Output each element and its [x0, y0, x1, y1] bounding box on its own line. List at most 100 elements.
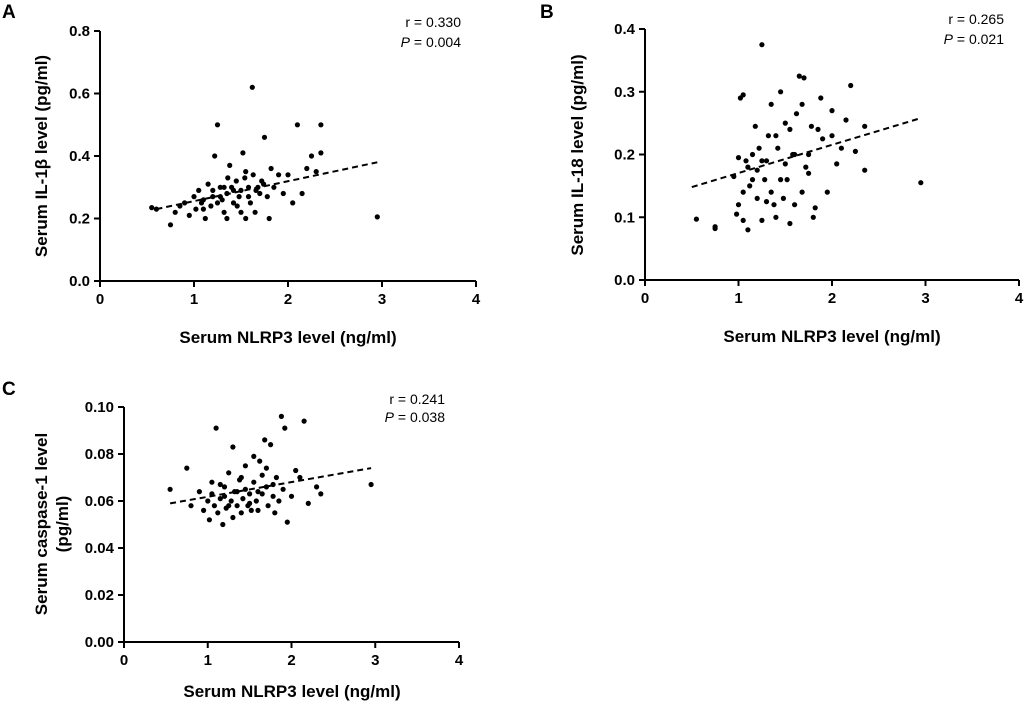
panel-a-point-55	[313, 169, 319, 175]
panel-c-x-tick-label-0: 0	[120, 652, 128, 669]
panel-b-point-38	[799, 189, 805, 195]
panel-a-y-tick-label-4: 0.8	[69, 23, 90, 40]
panel-b-point-33	[787, 220, 793, 227]
panel-a-point-7	[191, 194, 197, 200]
panel-c-point-51	[230, 444, 236, 450]
panel-a-point-40	[257, 190, 263, 197]
panel-a-point-51	[294, 122, 300, 128]
panel-a-point-12	[202, 215, 208, 222]
panel-a-point-16	[212, 153, 218, 159]
panel-a-point-11	[200, 197, 206, 203]
panel-c-y-label-line2: (pg/ml)	[53, 496, 72, 553]
panel-a-point-62	[245, 194, 252, 200]
panel-c-point-19	[234, 503, 240, 509]
panel-c-point-2	[188, 503, 194, 509]
panel-c-x-tick-label-1: 1	[204, 652, 212, 669]
panel-b-point-40	[803, 164, 809, 170]
panel-b-point-14	[749, 151, 756, 158]
panel-a-point-56	[318, 122, 324, 128]
panel-c-point-17	[230, 514, 236, 521]
panel-b-point-61	[778, 177, 784, 183]
panel-b-point-53	[843, 117, 849, 123]
panel-c-point-57	[247, 500, 253, 506]
panel-c-point-29	[255, 489, 261, 495]
panel-b-point-42	[808, 123, 815, 129]
panel-c-points	[167, 413, 374, 528]
panel-a-point-57	[318, 150, 324, 156]
panel-c-point-26	[248, 507, 254, 513]
panel-c-point-15	[226, 470, 232, 476]
panel-c-point-59	[226, 503, 232, 509]
panel-a-point-53	[304, 165, 310, 172]
panel-b-point-39	[801, 75, 807, 81]
panel-b-x-tick-label-0: 0	[641, 290, 649, 307]
panel-a-p-number: = 0.004	[410, 34, 461, 50]
panel-b-point-16	[754, 195, 760, 201]
panel-b-point-4	[734, 211, 740, 217]
panel-b-point-47	[820, 136, 826, 142]
panel-a-point-66	[200, 206, 206, 212]
panel-a-p-label: P	[401, 34, 411, 50]
panel-b-point-12	[745, 164, 751, 170]
panel-b-point-62	[792, 151, 798, 158]
panel-b-point-60	[763, 199, 770, 205]
panel-c-p-value: P = 0.038	[385, 409, 446, 425]
panel-a-point-45	[268, 165, 274, 172]
panel-b-point-68	[799, 101, 805, 107]
panel-c-point-23	[242, 463, 248, 469]
panel-b-point-18	[759, 42, 765, 48]
panel-a-point-0	[149, 205, 155, 211]
panel-c-point-39	[276, 498, 282, 504]
panel-b-point-48	[824, 189, 830, 195]
panel-b-point-67	[740, 189, 746, 195]
panel-b-r-value: r = 0.265	[948, 11, 1004, 27]
panel-b-point-54	[848, 82, 854, 89]
panel-b-p-value: P = 0.021	[944, 31, 1005, 47]
panel-a-trendline	[156, 161, 378, 211]
panel-c-point-32	[262, 437, 268, 443]
panel-a-point-23	[224, 215, 230, 222]
panel-a-point-14	[208, 203, 214, 209]
panel-b-point-31	[782, 120, 788, 126]
panel-b-point-50	[829, 108, 835, 114]
panel-b-y-tick-label-0: 0.0	[614, 272, 635, 289]
panel-a-point-33	[243, 215, 249, 222]
panel-c-y-tick-label-2: 0.04	[85, 540, 115, 557]
panel-b-point-57	[862, 167, 868, 173]
panel-b-point-6	[735, 155, 742, 161]
panel-c-point-0	[167, 486, 173, 492]
panel-b-x-label: Serum NLRP3 level (ng/ml)	[723, 327, 940, 346]
panel-c-point-43	[288, 493, 295, 499]
panel-b-points	[693, 42, 924, 233]
panel-c-p-number: = 0.038	[394, 409, 445, 425]
panel-a-point-31	[240, 150, 246, 156]
panel-a-point-60	[234, 203, 240, 209]
panel-c-point-52	[251, 453, 257, 459]
panel-a-point-61	[225, 175, 231, 181]
panel-c-point-41	[280, 486, 286, 492]
panel-b-point-25	[771, 202, 777, 208]
panel-c-point-4	[201, 507, 207, 513]
panel-b-point-9	[740, 217, 746, 223]
panel-b-point-10	[743, 158, 749, 164]
panel-c-point-28	[253, 498, 259, 504]
panel-b-x-tick-label-1: 1	[734, 290, 742, 307]
panel-c-point-31	[259, 472, 265, 478]
panel-a-y-label: Serum IL-1β level (pg/ml)	[32, 55, 51, 257]
panel-c-point-45	[297, 474, 303, 481]
panel-c-point-56	[217, 496, 223, 502]
panel-b-point-43	[810, 214, 816, 220]
panel-c-point-21	[238, 510, 244, 516]
panel-a-ticks: 0 1 2 3 4 0.0 0.2 0.4 0.6 0.8	[69, 23, 481, 308]
panel-c-r-value: r = 0.241	[389, 391, 445, 407]
panel-b-y-tick-label-2: 0.2	[614, 147, 635, 164]
panel-c-point-11	[217, 481, 223, 488]
panel-c-point-8	[211, 503, 217, 509]
panel-a-r-value: r = 0.330	[405, 14, 461, 30]
panel-b-x-tick-label-2: 2	[828, 290, 836, 307]
panel-a-x-label: Serum NLRP3 level (ng/ml)	[179, 328, 396, 347]
panel-a-point-46	[271, 184, 277, 190]
panel-b-point-24	[768, 189, 774, 195]
panel-b-point-8	[740, 92, 746, 98]
panel-c-point-5	[205, 498, 211, 504]
